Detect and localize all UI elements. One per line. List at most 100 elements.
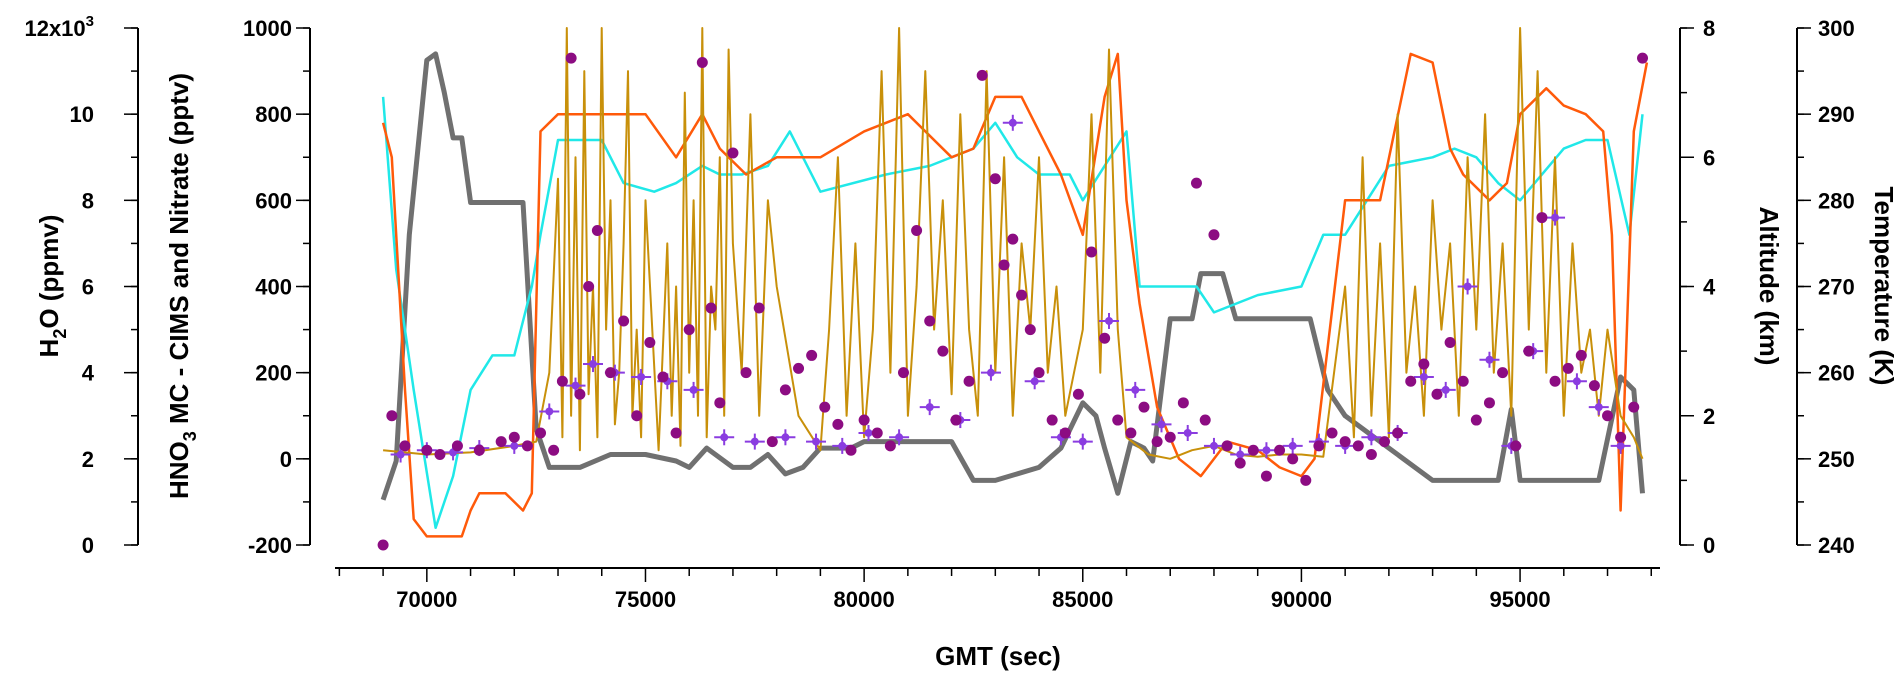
cims-point	[1594, 403, 1603, 412]
nitrate-point	[1497, 367, 1509, 379]
temperature-axis-title: Temperature (K)	[1869, 187, 1899, 386]
h2o-tick-label: 10	[70, 102, 94, 127]
nitrate-point	[1274, 444, 1286, 456]
nitrate-point	[631, 410, 643, 422]
nitrate-point	[950, 414, 962, 426]
nitrate-point	[1138, 401, 1150, 413]
nitrate-point	[1247, 444, 1259, 456]
h2o-top-exponent: 3	[86, 13, 94, 30]
nitrate-point	[548, 444, 560, 456]
cims-point	[1209, 441, 1218, 450]
nitrate-point	[1457, 375, 1469, 387]
cims-point	[781, 433, 790, 442]
nitrate-point	[1112, 414, 1124, 426]
h2o-tick-label: 12x103	[24, 13, 94, 41]
nitrate-point	[998, 259, 1010, 271]
nitrate-point	[1046, 414, 1058, 426]
nitrate-point	[1339, 436, 1351, 448]
x-tick-label: 85000	[1052, 587, 1113, 612]
nitrate-point	[1208, 229, 1220, 241]
cims-point	[812, 437, 821, 446]
nitrate-point	[1575, 349, 1587, 361]
nitrate-point	[1392, 427, 1404, 439]
h2o-tick-label: 8	[82, 188, 94, 213]
h2o-tick-label: 6	[82, 275, 94, 300]
altitude-tick-label: 2	[1703, 404, 1715, 429]
h2o-tick-label: 2	[82, 447, 94, 472]
cims-point	[1157, 420, 1166, 429]
cims-point	[838, 441, 847, 450]
nitrate-point	[1199, 414, 1211, 426]
temperature-tick-label: 260	[1818, 361, 1855, 386]
cims-point	[986, 368, 995, 377]
cims-point	[1572, 377, 1581, 386]
nitrate-point	[1444, 337, 1456, 349]
nitrate-point	[535, 427, 547, 439]
hno3-axis-title: HNO3 MC - CIMS and Nitrate (pptv)	[164, 73, 200, 499]
nitrate-point	[1151, 436, 1163, 448]
cims-point	[1030, 377, 1039, 386]
cims-point	[1105, 316, 1114, 325]
nitrate-point	[1602, 410, 1614, 422]
cims-point	[545, 407, 554, 416]
nitrate-point	[1523, 345, 1535, 357]
h2o-tick-label: 0	[82, 533, 94, 558]
nitrate-point	[779, 384, 791, 396]
nitrate-point	[766, 436, 778, 448]
h2o-axis-title: H2O (ppmv)	[34, 215, 70, 358]
hno3-tick-label: -200	[248, 533, 292, 558]
nitrate-point	[451, 440, 463, 452]
nitrate-point	[574, 388, 586, 400]
cims-point	[637, 372, 646, 381]
nitrate-point	[1637, 52, 1649, 64]
temperature-tick-label: 300	[1818, 16, 1855, 41]
nitrate-point	[1365, 449, 1377, 461]
nitrate-point	[556, 375, 568, 387]
nitrate-point	[937, 345, 949, 357]
nitrate-point	[1470, 414, 1482, 426]
nitrate-point	[583, 281, 595, 292]
nitrate-point	[508, 431, 520, 443]
h2o-tick-label: 4	[82, 361, 95, 386]
nitrate-point	[1615, 431, 1627, 443]
axes-layer: 70000 75000 80000 85000 90000 95000024681012x…	[24, 13, 1899, 612]
nitrate-point	[740, 367, 752, 379]
nitrate-point	[473, 444, 485, 456]
cims-point	[571, 381, 580, 390]
altitude-tick-label: 0	[1703, 533, 1715, 558]
cims-point	[510, 441, 519, 450]
nitrate-point	[858, 414, 870, 426]
nitrate-point	[1033, 367, 1045, 379]
nitrate-point	[832, 418, 844, 430]
cims-point	[925, 403, 934, 412]
nitrate-point	[1190, 177, 1202, 189]
series-line-2-temperature	[381, 52, 1649, 538]
nitrate-point	[696, 56, 708, 68]
cims-point	[1367, 433, 1376, 442]
temperature-tick-label: 270	[1818, 275, 1855, 300]
nitrate-point	[806, 349, 818, 361]
nitrate-point	[1177, 397, 1189, 409]
nitrate-point	[1016, 289, 1028, 301]
cims-point	[1441, 385, 1450, 394]
cims-point	[396, 450, 405, 459]
nitrate-point	[1125, 427, 1137, 439]
cims-point	[1551, 213, 1560, 222]
nitrate-point	[421, 444, 433, 456]
cims-point	[689, 385, 698, 394]
cims-point	[1183, 428, 1192, 437]
nitrate-point	[1300, 474, 1312, 486]
x-axis-title: GMT (sec)	[935, 641, 1061, 671]
nitrate-point	[924, 315, 936, 327]
nitrate-point	[1260, 470, 1272, 482]
altitude-tick-label: 8	[1703, 16, 1715, 41]
nitrate-point	[565, 52, 577, 64]
nitrate-point	[1588, 380, 1600, 392]
nitrate-point	[521, 440, 533, 452]
nitrate-point	[714, 397, 726, 409]
nitrate-point	[705, 302, 717, 314]
cims-point	[720, 433, 729, 442]
cims-point	[864, 428, 873, 437]
